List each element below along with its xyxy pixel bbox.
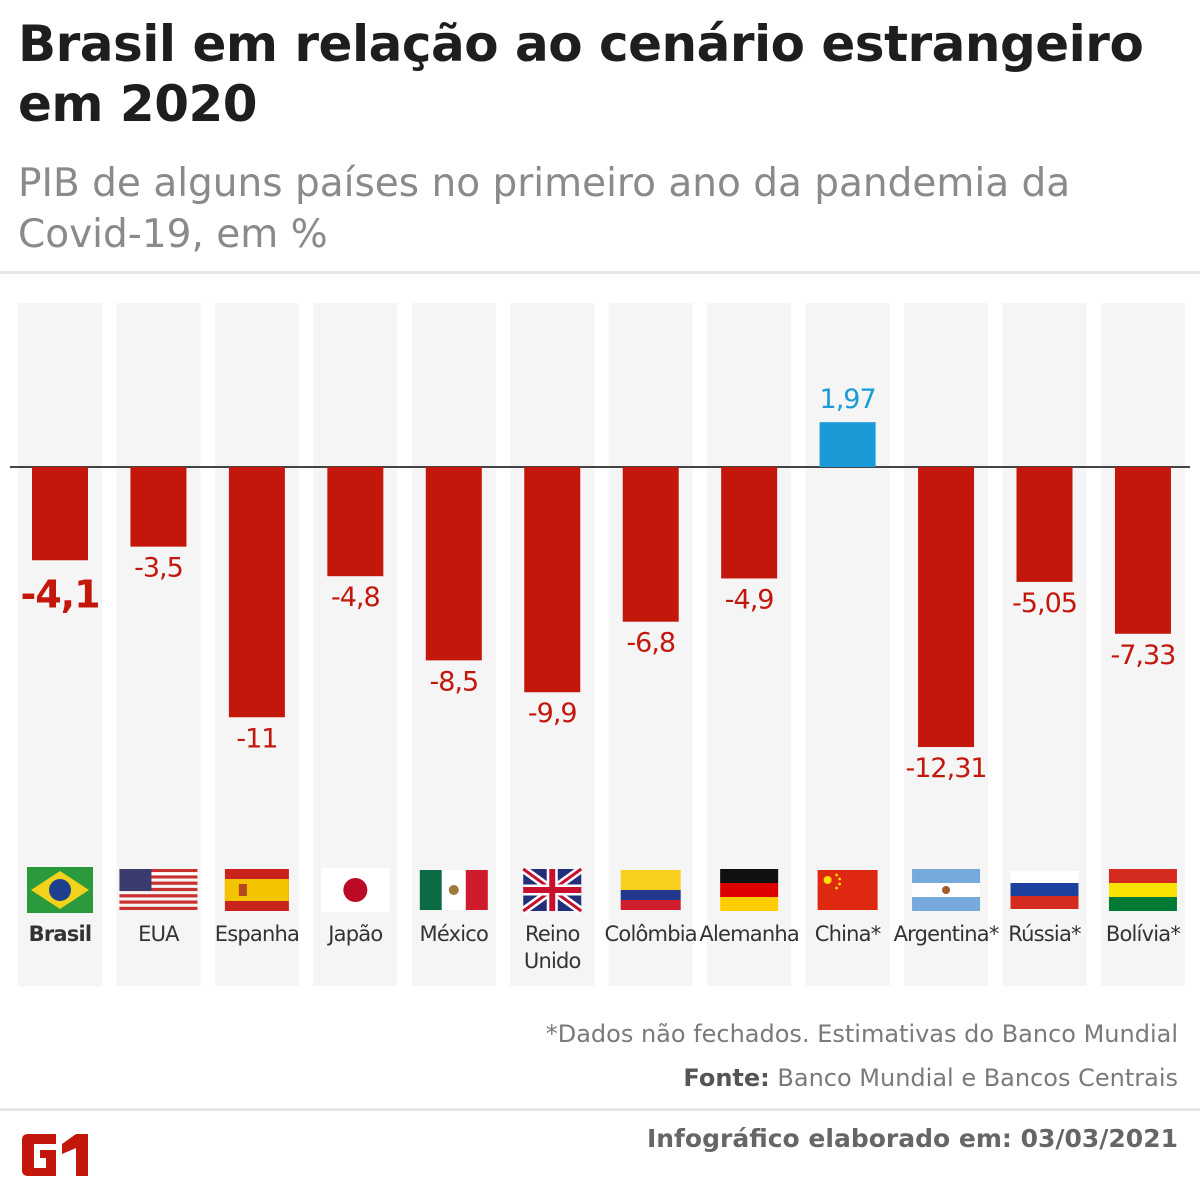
value-label: -9,9	[528, 698, 577, 729]
category-label: Rússia*	[1008, 922, 1081, 946]
category-label: Colômbia	[605, 922, 697, 946]
value-label: -8,5	[429, 666, 478, 697]
category-label: Brasil	[29, 922, 92, 946]
germany-flag	[720, 869, 779, 911]
g1-logo	[22, 1134, 88, 1176]
bolivia-flag	[1108, 869, 1177, 911]
argentina-flag	[912, 869, 981, 911]
mexico-flag	[419, 870, 488, 910]
source-line: Fonte: Banco Mundial e Bancos Centrais	[683, 1064, 1178, 1092]
credit-line: Infográfico elaborado em: 03/03/2021	[646, 1124, 1178, 1153]
value-label: -12,31	[906, 753, 987, 784]
value-label: -6,8	[626, 628, 675, 659]
usa-flag	[119, 869, 198, 910]
bar-argentina	[918, 467, 975, 748]
bar-japo	[327, 467, 384, 577]
chart-title: Brasil em relação ao cenário estrangeiro…	[18, 15, 1144, 133]
spain-flag	[224, 869, 289, 911]
bar-bolvia	[1114, 467, 1171, 634]
russia-flag	[1010, 871, 1079, 909]
category-label: EUA	[138, 922, 180, 946]
bar-rssia	[1016, 467, 1073, 582]
bar-colmbia	[622, 467, 679, 622]
uk-flag	[520, 865, 584, 915]
footnote: *Dados não fechados. Estimativas do Banc…	[545, 1020, 1178, 1048]
category-label: Argentina*	[894, 922, 999, 946]
value-label: -4,8	[331, 582, 380, 613]
category-label: México	[420, 922, 489, 946]
category-label: Alemanha	[699, 922, 799, 946]
bar-alemanha	[721, 467, 778, 579]
source-label: Fonte:	[683, 1064, 770, 1092]
category-label: Bolívia*	[1106, 922, 1180, 946]
bar-espanha	[228, 467, 285, 718]
value-label: -4,9	[725, 584, 774, 615]
value-label: 1,97	[820, 384, 876, 415]
china-flag	[817, 870, 878, 910]
bar-mxico	[425, 467, 482, 661]
brazil-flag	[27, 867, 93, 913]
footer-divider	[0, 1108, 1200, 1111]
category-label: China*	[815, 922, 881, 946]
header-divider	[0, 271, 1200, 274]
bar-china	[819, 422, 876, 467]
category-label: Japão	[326, 922, 382, 946]
bar-reinounido	[524, 467, 581, 693]
bar-brasil	[32, 467, 88, 561]
bar-chart: -4,1 Brasil -3,5 EUA -11 Espanha -4,8 Japão -8,5…	[10, 384, 1190, 973]
value-label: -7,33	[1111, 640, 1176, 671]
colombia-flag	[620, 870, 681, 910]
value-label: -11	[236, 723, 277, 754]
category-label: Reino	[525, 922, 580, 946]
category-label: Unido	[524, 949, 581, 973]
bar-eua	[130, 467, 187, 547]
source-text: Banco Mundial e Bancos Centrais	[777, 1064, 1178, 1092]
value-label: -4,1	[20, 572, 99, 616]
value-label: -3,5	[134, 553, 183, 584]
value-label: -5,05	[1012, 588, 1077, 619]
japan-flag	[321, 868, 390, 912]
category-label: Espanha	[215, 922, 299, 946]
chart-subtitle: PIB de alguns países no primeiro ano da …	[18, 161, 1071, 257]
